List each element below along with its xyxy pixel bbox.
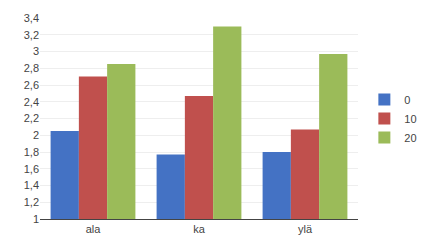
svg-text:3,4: 3,4 — [24, 12, 39, 24]
svg-text:10: 10 — [404, 113, 416, 125]
svg-text:1,2: 1,2 — [24, 196, 39, 208]
svg-text:ylä: ylä — [298, 223, 313, 235]
svg-text:2,8: 2,8 — [24, 62, 39, 74]
svg-text:1: 1 — [33, 213, 39, 225]
svg-text:ala: ala — [86, 223, 102, 235]
svg-text:20: 20 — [404, 132, 416, 144]
svg-text:1,6: 1,6 — [24, 163, 39, 175]
svg-text:2: 2 — [33, 129, 39, 141]
svg-text:ka: ka — [193, 223, 206, 235]
svg-text:1,8: 1,8 — [24, 146, 39, 158]
svg-text:1,4: 1,4 — [24, 179, 39, 191]
svg-text:2,6: 2,6 — [24, 79, 39, 91]
svg-text:3,2: 3,2 — [24, 29, 39, 41]
svg-text:0: 0 — [404, 94, 410, 106]
svg-text:2,4: 2,4 — [24, 96, 39, 108]
svg-text:3: 3 — [33, 45, 39, 57]
svg-text:2,2: 2,2 — [24, 112, 39, 124]
